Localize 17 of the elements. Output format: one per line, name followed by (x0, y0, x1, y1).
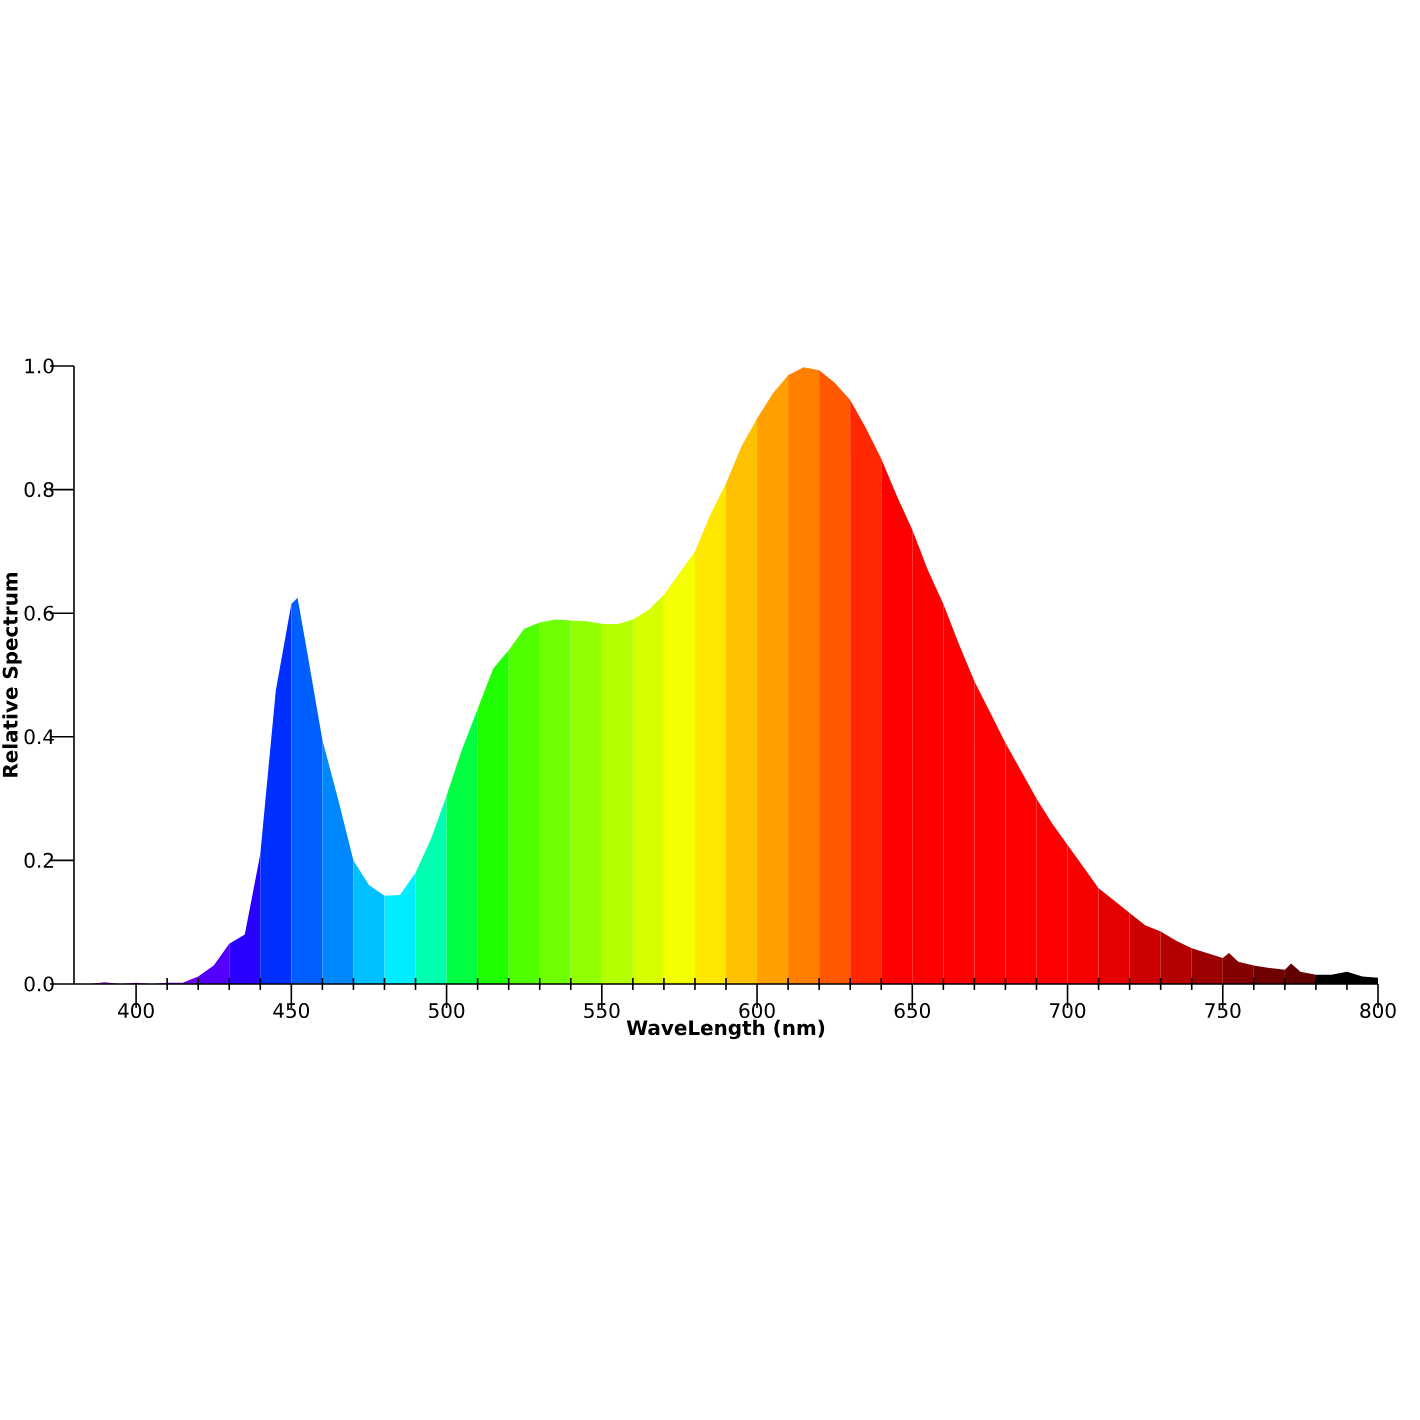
y-tick-label: 0.8 (24, 482, 54, 498)
x-tick-label: 500 (429, 1003, 465, 1019)
x-tick-label: 550 (584, 1003, 620, 1019)
x-tick-label: 650 (894, 1003, 930, 1019)
y-tick-label: 0.4 (24, 729, 54, 745)
y-tick-label: 0.2 (24, 852, 53, 868)
y-tick-label: 0.0 (24, 976, 54, 992)
x-tick-label: 800 (1360, 1003, 1396, 1019)
x-tick-label: 450 (273, 1003, 310, 1019)
y-tick-label: 0.6 (24, 605, 54, 621)
y-axis-title: Relative Spectrum (2, 572, 22, 777)
y-tick-label: 1.0 (25, 358, 54, 374)
x-tick-label: 700 (1050, 1003, 1086, 1019)
x-axis-title: WaveLength (nm) (626, 1019, 825, 1040)
x-tick-label: 600 (739, 1003, 775, 1019)
x-tick-label: 750 (1205, 1003, 1241, 1019)
x-tick-label: 400 (118, 1003, 154, 1019)
